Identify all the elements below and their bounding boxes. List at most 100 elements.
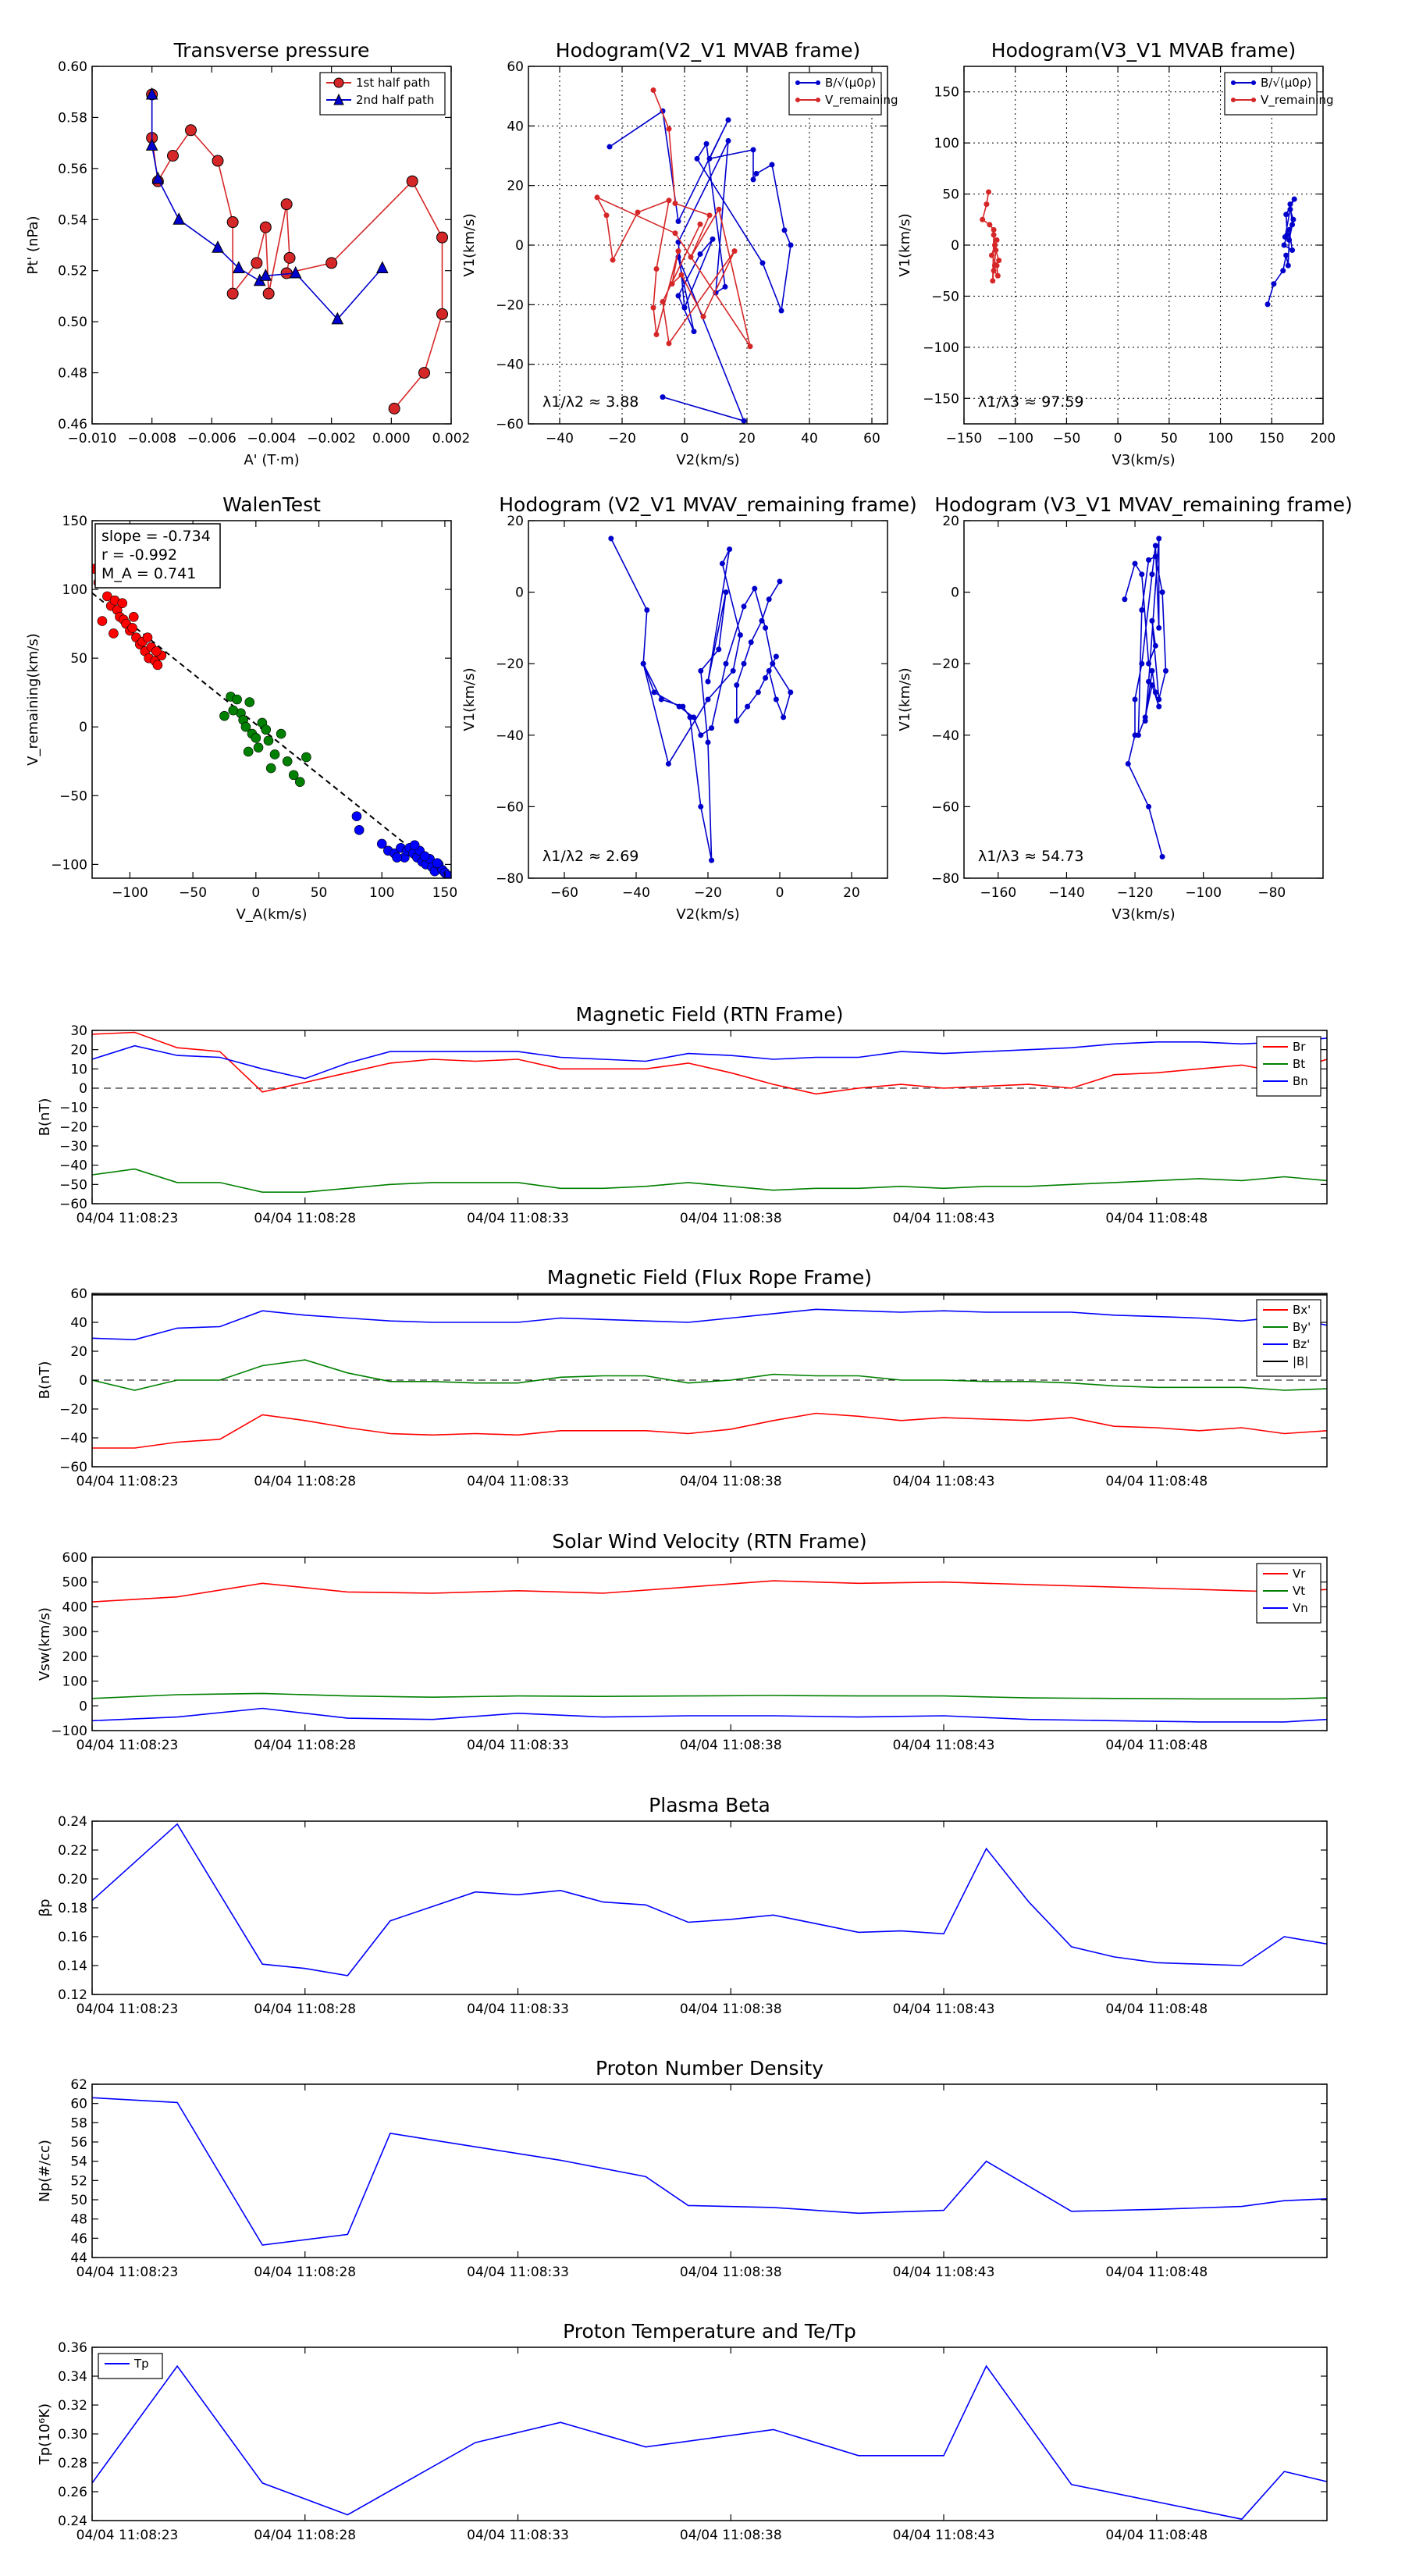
data-point (737, 632, 743, 639)
x-tick-label: 04/04 11:08:23 (76, 1738, 179, 1753)
legend-label: Tp (133, 2357, 149, 2371)
data-point (781, 227, 788, 233)
x-tick-label: 04/04 11:08:28 (254, 2001, 356, 2017)
data-point (778, 308, 784, 314)
x-tick-label: 0 (251, 885, 260, 901)
x-tick-label: 200 (1311, 431, 1336, 447)
series-B/√(μ0ρ) (1264, 196, 1297, 308)
x-tick-label: 04/04 11:08:33 (467, 2265, 569, 2280)
data-point (282, 756, 293, 767)
legend-label: Vt (1293, 1584, 1305, 1598)
y-tick-label: −60 (496, 799, 524, 815)
data-point (243, 746, 254, 757)
x-tick-label: −40 (622, 885, 650, 901)
legend-box (1256, 1299, 1321, 1377)
data-point (991, 232, 997, 238)
y-tick-label: 0.26 (58, 2485, 87, 2500)
series-line (92, 1308, 1327, 1341)
data-point (351, 811, 362, 822)
eigen-ratio-annotation: λ1/λ2 ≈ 2.69 (542, 848, 638, 865)
x-tick-label: −0.004 (247, 431, 297, 447)
plot-area (594, 87, 794, 424)
x-axis-label: V2(km/s) (676, 452, 739, 468)
y-tick-label: 0 (79, 720, 87, 735)
y-tick-label: −80 (496, 871, 524, 887)
y-tick-label: 20 (507, 179, 524, 194)
legend-box (1224, 72, 1318, 116)
y-tick-label: −10 (59, 1101, 87, 1116)
y-tick-label: 100 (62, 1674, 87, 1690)
x-tick-label: 04/04 11:08:38 (680, 2265, 782, 2280)
data-point (1289, 222, 1296, 228)
y-tick-label: 0 (951, 585, 959, 601)
data-point (1283, 212, 1289, 218)
data-point (719, 560, 725, 567)
data-point (1271, 281, 1277, 287)
data-point (1291, 196, 1297, 202)
y-tick-label: −60 (59, 1460, 87, 1475)
y-tick-label: 0 (515, 238, 524, 254)
legend-label: |B| (1293, 1354, 1308, 1368)
chart-title: Plasma Beta (649, 1794, 770, 1816)
data-point (665, 760, 671, 767)
x-axis-label: A' (T·m) (244, 452, 299, 468)
data-point (1285, 262, 1291, 269)
legend-box (788, 72, 882, 116)
legend-label: Bn (1293, 1074, 1308, 1088)
series-Bz' (92, 1308, 1327, 1341)
x-tick-label: 0 (681, 431, 689, 447)
data-point (289, 265, 302, 279)
data-point (788, 242, 794, 248)
chart-title: Transverse pressure (173, 39, 370, 62)
data-point (432, 858, 443, 868)
data-point (1149, 667, 1155, 674)
x-tick-label: 04/04 11:08:43 (893, 2265, 995, 2280)
y-tick-label: −40 (59, 1158, 87, 1174)
x-tick-label: 04/04 11:08:43 (893, 1211, 995, 1226)
y-tick-label: −40 (59, 1431, 87, 1446)
x-tick-label: 04/04 11:08:48 (1105, 1474, 1208, 1489)
legend: Bx' By' Bz' |B| (1256, 1299, 1321, 1377)
data-point (151, 171, 165, 184)
y-tick-label: 0.32 (58, 2398, 87, 2414)
data-point (672, 201, 678, 207)
plot-area (980, 189, 1297, 308)
data-point (650, 87, 656, 94)
series-Bt (92, 1168, 1327, 1193)
data-point (1139, 660, 1145, 667)
y-tick-label: 46 (70, 2231, 87, 2247)
x-tick-label: 40 (801, 431, 818, 447)
legend: Br Bt Bn (1256, 1036, 1321, 1097)
legend-marker (795, 98, 800, 102)
x-tick-label: 04/04 11:08:38 (680, 1211, 782, 1226)
data-point (697, 221, 703, 227)
plot-area (92, 1294, 1327, 1449)
data-point (653, 266, 660, 272)
legend-label: 1st half path (356, 76, 430, 90)
data-point (734, 717, 740, 724)
series-2nd half path (145, 87, 389, 325)
data-point (1156, 624, 1162, 631)
data-point (709, 725, 715, 731)
x-tick-label: −50 (1052, 431, 1080, 447)
y-axis-label: V_remaining(km/s) (25, 633, 41, 766)
data-point (406, 175, 418, 187)
data-point (987, 222, 993, 228)
legend-label: B/√(μ0ρ) (825, 76, 876, 90)
data-point (681, 304, 688, 311)
y-tick-label: 0.30 (58, 2427, 87, 2443)
data-point (755, 689, 761, 696)
y-tick-label: 40 (70, 1315, 87, 1331)
x-tick-label: 04/04 11:08:43 (893, 2001, 995, 2017)
y-tick-label: −40 (496, 358, 524, 373)
legend-label: Bx' (1293, 1303, 1311, 1317)
data-point (984, 201, 990, 208)
data-point (354, 825, 365, 835)
chart-h4: −160 −140 −120 −100 −80 −80 −60 −40 −20 0 20Hodogr… (897, 493, 1353, 923)
data-point (741, 603, 747, 610)
y-tick-label: 600 (62, 1550, 87, 1566)
x-tick-label: −0.010 (68, 431, 117, 447)
series-Bn (92, 1037, 1327, 1080)
y-tick-label: −60 (931, 799, 959, 815)
data-point (759, 617, 765, 624)
